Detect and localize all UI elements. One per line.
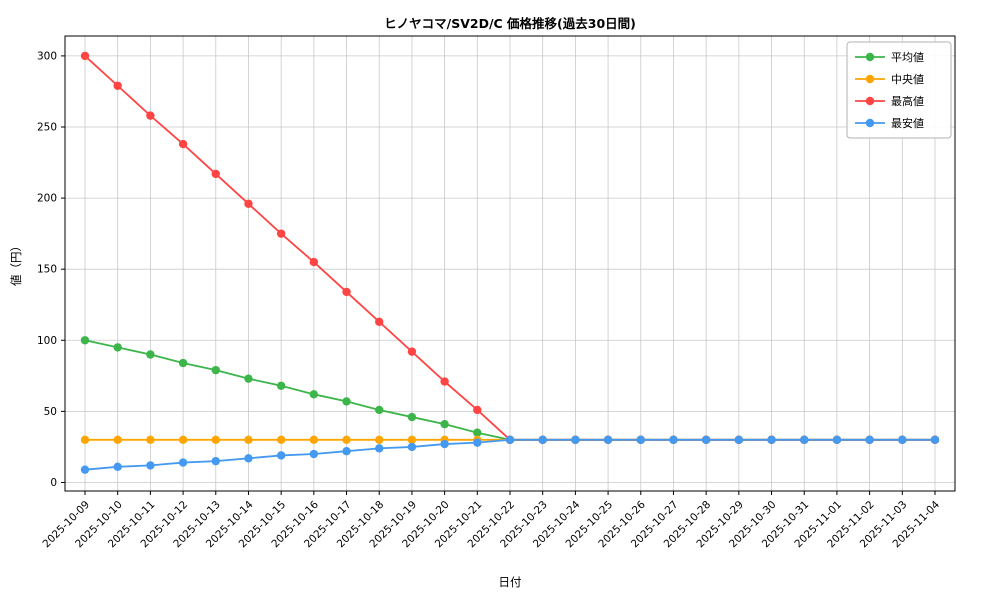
- legend-item-highest: 最高値: [855, 94, 924, 108]
- series-point-average: [407, 412, 417, 422]
- y-tick-label: 150: [37, 264, 57, 276]
- legend-item-lowest: 最安値: [855, 116, 924, 130]
- legend-marker: [865, 74, 875, 84]
- series-point-median: [276, 435, 286, 445]
- y-tick-label: 50: [44, 406, 57, 418]
- legend-item-average: 平均値: [855, 51, 924, 64]
- series-lowest: [80, 435, 940, 474]
- series-point-lowest: [407, 442, 417, 452]
- series-point-lowest: [930, 435, 940, 445]
- series-point-lowest: [276, 451, 286, 460]
- series-point-highest: [211, 169, 220, 179]
- series-point-lowest: [244, 454, 253, 463]
- y-tick-label: 100: [37, 335, 57, 347]
- series-point-average: [440, 419, 449, 429]
- legend-marker: [865, 96, 875, 106]
- series-point-highest: [244, 199, 253, 208]
- x-axis-label: 日付: [498, 575, 522, 589]
- series-point-lowest: [603, 435, 613, 445]
- x-tick-labels: 2025-10-092025-10-102025-10-112025-10-12…: [40, 498, 942, 550]
- y-tick-label: 300: [37, 50, 57, 62]
- series-point-lowest: [375, 444, 384, 453]
- series-point-lowest: [571, 435, 580, 445]
- grid-lines: [65, 36, 955, 491]
- y-tick-labels: 0 50 100 150 200 250 300: [37, 50, 57, 489]
- y-axis-label: 値（円）: [9, 240, 23, 286]
- series-point-average: [178, 358, 188, 368]
- series-point-lowest: [636, 435, 645, 445]
- legend-label-lowest: 最安値: [891, 116, 924, 130]
- series-point-median: [146, 435, 155, 445]
- series-point-average: [276, 381, 286, 390]
- series-point-lowest: [505, 435, 515, 445]
- series-point-highest: [309, 257, 319, 267]
- series-point-median: [178, 435, 188, 445]
- series-point-average: [113, 343, 122, 352]
- series-point-lowest: [538, 435, 547, 445]
- series-point-lowest: [146, 461, 155, 470]
- series-point-lowest: [701, 435, 711, 445]
- series-point-average: [375, 405, 384, 415]
- series-point-median: [211, 435, 220, 445]
- series-point-highest: [342, 287, 351, 297]
- series-point-average: [244, 374, 253, 383]
- series-point-average: [342, 397, 351, 406]
- y-tick-label: 0: [50, 477, 57, 489]
- series-point-lowest: [211, 456, 220, 466]
- series-point-highest: [113, 81, 122, 90]
- series-point-highest: [375, 317, 384, 326]
- series-point-average: [80, 336, 90, 345]
- series-point-lowest: [309, 449, 319, 459]
- series-point-median: [244, 435, 253, 445]
- series-point-lowest: [113, 462, 122, 472]
- chart-title: ヒノヤコマ/SV2D/C 価格推移(過去30日間): [384, 16, 636, 31]
- series-point-median: [407, 435, 417, 445]
- series-point-highest: [276, 229, 286, 238]
- series-point-highest: [146, 111, 155, 120]
- legend-marker: [865, 118, 875, 128]
- y-tick-label: 250: [37, 122, 57, 134]
- series-point-average: [473, 428, 482, 437]
- legend-label-median: 中央値: [891, 73, 924, 86]
- series-point-lowest: [865, 435, 874, 445]
- series-point-average: [211, 365, 220, 375]
- legend-item-median: 中央値: [855, 73, 924, 86]
- series-point-lowest: [832, 435, 842, 445]
- series-point-highest: [407, 347, 417, 356]
- series-point-lowest: [669, 435, 678, 445]
- series-point-lowest: [80, 465, 90, 474]
- series-point-median: [80, 435, 90, 445]
- legend-label-average: 平均値: [891, 51, 924, 64]
- series-point-lowest: [440, 439, 449, 449]
- series-point-median: [113, 435, 122, 445]
- series-point-highest: [440, 377, 449, 386]
- series-point-median: [375, 435, 384, 445]
- legend-box: [846, 41, 952, 139]
- series-point-highest: [80, 51, 90, 61]
- series-point-average: [146, 350, 155, 359]
- series-point-median: [342, 435, 351, 445]
- legend-label-highest: 最高値: [891, 94, 924, 108]
- series-point-lowest: [342, 446, 351, 456]
- series-point-lowest: [767, 435, 776, 445]
- y-tick-label: 200: [37, 193, 57, 205]
- series-point-lowest: [734, 435, 744, 445]
- series-point-highest: [178, 139, 188, 149]
- series-point-lowest: [800, 435, 809, 445]
- series-point-average: [309, 390, 319, 399]
- legend-marker: [865, 52, 875, 62]
- series-point-lowest: [898, 435, 907, 445]
- tick-marks: [61, 55, 936, 495]
- series-point-lowest: [178, 458, 188, 467]
- series-point-median: [309, 435, 319, 445]
- series-point-lowest: [473, 438, 482, 447]
- series-point-highest: [473, 405, 482, 415]
